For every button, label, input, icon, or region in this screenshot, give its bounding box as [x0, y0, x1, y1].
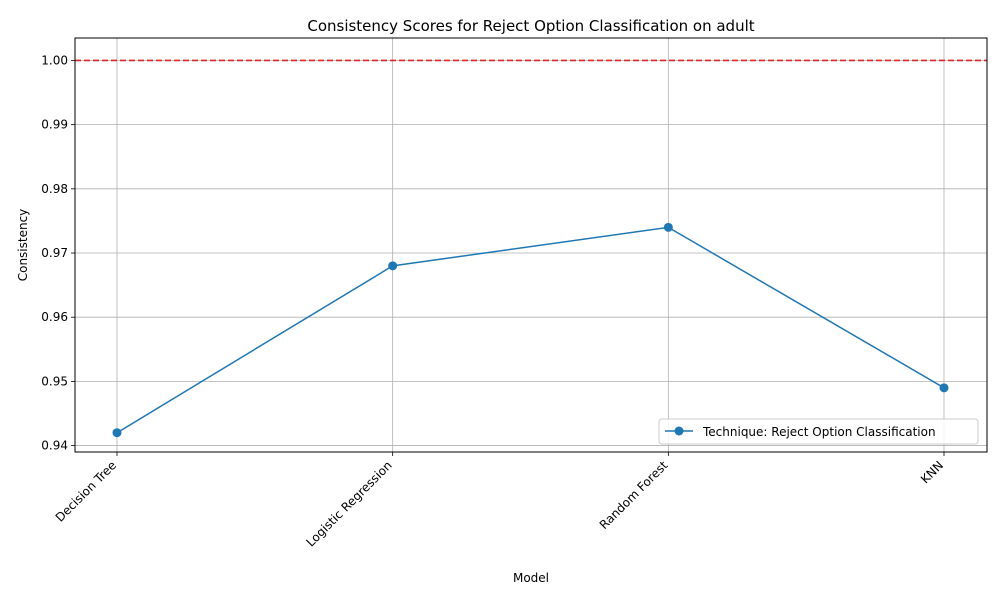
y-tick-label: 0.97	[41, 246, 68, 260]
x-tick-label: KNN	[918, 458, 946, 486]
x-tick-label: Decision Tree	[53, 458, 119, 524]
y-axis-label: Consistency	[16, 209, 30, 282]
x-axis: Decision Tree Logistic Regression Random F…	[53, 452, 946, 550]
legend-box	[658, 418, 979, 445]
data-point	[112, 428, 122, 438]
data-point	[663, 222, 673, 232]
x-tick-label: Logistic Regression	[303, 458, 394, 549]
legend-marker-swatch	[674, 426, 684, 436]
y-tick-label: 0.95	[41, 374, 68, 388]
series-layer	[112, 222, 949, 438]
y-tick-label: 1.00	[41, 53, 68, 67]
chart-title: Consistency Scores for Reject Option Cla…	[307, 17, 754, 35]
y-tick-label: 0.98	[41, 182, 68, 196]
legend-label: Technique: Reject Option Classification	[702, 425, 936, 439]
legend: Technique: Reject Option Classification	[658, 418, 979, 445]
x-tick-label: Random Forest	[597, 458, 671, 532]
data-point	[939, 383, 949, 393]
y-axis: 0.94 0.95 0.96 0.97 0.98 0.99 1.00	[41, 53, 75, 453]
y-tick-label: 0.99	[41, 118, 68, 132]
grid	[75, 38, 987, 452]
plot-frame	[74, 37, 988, 453]
y-tick-label: 0.94	[41, 439, 68, 453]
data-point	[388, 261, 398, 271]
x-axis-label: Model	[513, 571, 549, 585]
y-tick-label: 0.96	[41, 310, 68, 324]
series-line	[116, 226, 945, 434]
